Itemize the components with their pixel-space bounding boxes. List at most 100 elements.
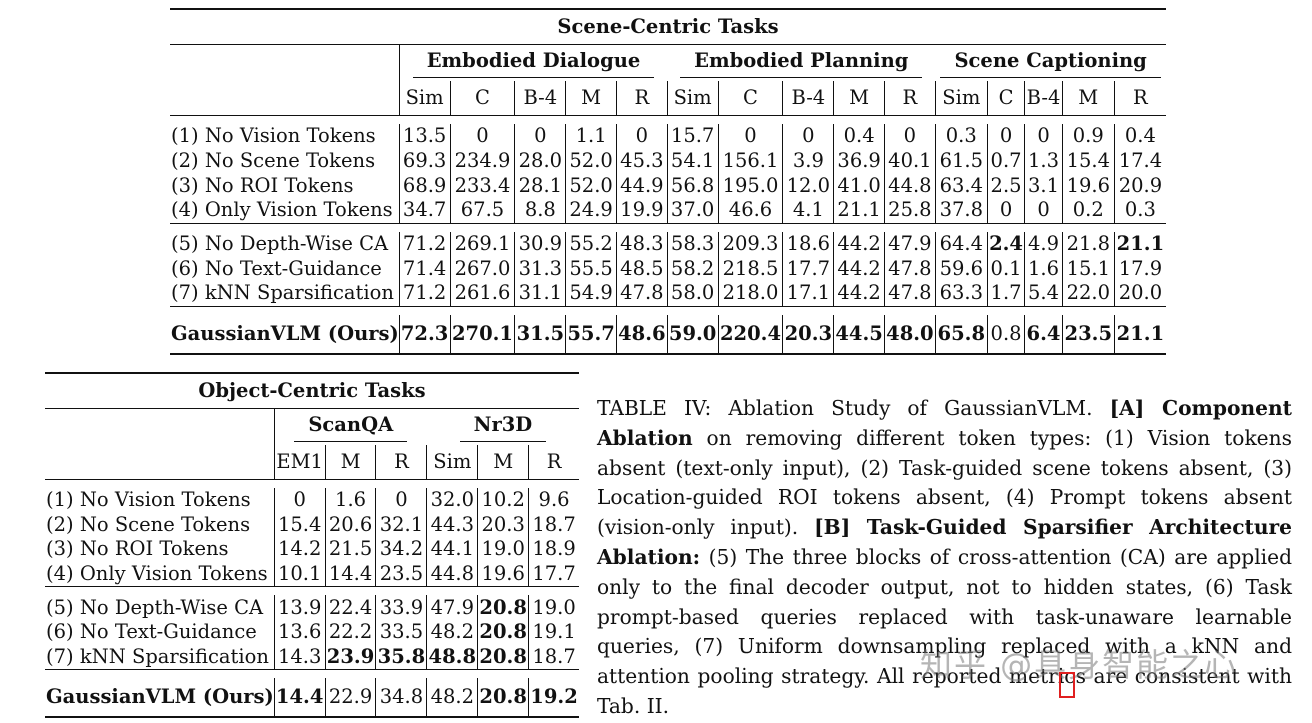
cell-value: 44.2 (833, 256, 885, 282)
row-label: (1) No Vision Tokens (46, 488, 251, 512)
cell-value: 48.8 (426, 644, 478, 670)
cell-value: 0 (375, 488, 427, 513)
cell-value: 59.6 (934, 256, 988, 282)
cell-value: 54.1 (666, 148, 719, 174)
cell-value: 44.1 (426, 537, 478, 562)
object-metric-header: EM1 M R Sim M R (45, 445, 579, 480)
row-label: GaussianVLM (Ours) (170, 314, 400, 355)
cell-value: 47.8 (884, 256, 936, 282)
cell-value: 0 (717, 124, 783, 149)
cell-value: 0 (273, 488, 326, 513)
group-nr3d: Nr3D (426, 408, 579, 445)
cell-value: 64.4 (934, 231, 988, 257)
cell-value: 31.3 (514, 256, 566, 282)
cell-value: 19.6 (1061, 173, 1115, 199)
cell-value: 71.2 (398, 231, 450, 257)
row-label: (2) No Scene Tokens (46, 512, 251, 536)
cell-value: 0.8 (986, 314, 1025, 355)
cell-value: 22.9 (324, 678, 376, 719)
cell-value: 61.5 (934, 148, 988, 174)
cell-value: 0 (1024, 124, 1063, 149)
object-table-row: (3) No ROI Tokens 14.2 21.5 34.2 44.1 19.0 18.… (45, 537, 579, 562)
cell-value: 40.1 (884, 148, 936, 174)
cell-value: 24.9 (565, 198, 617, 224)
cell-value: 35.8 (375, 644, 427, 670)
cell-value: 20.8 (477, 595, 529, 620)
cell-value: 21.1 (1113, 314, 1166, 355)
cell-value: 47.9 (884, 231, 936, 257)
scene-table-row: (2) No Scene Tokens 69.3 234.9 28.0 52.0 45.3… (170, 148, 1166, 174)
cell-value: 0.4 (833, 124, 885, 149)
row-label: (3) No ROI Tokens (46, 537, 229, 561)
cell-value: 18.9 (528, 537, 579, 562)
cell-value: 220.4 (717, 314, 783, 355)
cell-value: 48.2 (426, 619, 478, 645)
cell-value: 17.1 (782, 281, 834, 307)
cell-value: 261.6 (449, 281, 515, 307)
scene-table-row: (6) No Text-Guidance 71.4 267.0 31.3 55.5 48.… (170, 256, 1166, 282)
cell-value: 0 (986, 198, 1025, 224)
cell-value: 63.3 (934, 281, 988, 307)
cell-value: 17.7 (782, 256, 834, 282)
cell-value: 13.5 (398, 124, 450, 149)
cell-value: 58.0 (666, 281, 719, 307)
cell-value: 233.4 (449, 173, 515, 199)
cell-value: 0 (514, 124, 566, 149)
cell-value: 4.9 (1024, 231, 1063, 257)
cell-value: 14.2 (273, 537, 326, 562)
row-label: GaussianVLM (Ours) (45, 678, 275, 719)
cell-value: 22.0 (1061, 281, 1115, 307)
cell-value: 28.0 (514, 148, 566, 174)
cell-value: 17.4 (1113, 148, 1166, 174)
cell-value: 270.1 (449, 314, 515, 355)
cell-value: 48.6 (615, 314, 668, 355)
cell-value: 21.5 (324, 537, 376, 562)
cell-value: 269.1 (449, 231, 515, 257)
cell-value: 0 (449, 124, 515, 149)
cell-value: 20.6 (324, 512, 376, 538)
cell-value: 19.6 (477, 561, 529, 587)
cell-value: 33.9 (375, 595, 427, 620)
cell-value: 3.9 (782, 148, 834, 174)
cell-value: 71.2 (398, 281, 450, 307)
cell-value: 37.0 (666, 198, 719, 224)
cell-value: 34.8 (375, 678, 427, 719)
object-centric-table: Object-Centric Tasks ScanQA Nr3D EM1 M R… (45, 372, 579, 719)
scene-table-row: (1) No Vision Tokens 13.5 0 0 1.1 0 15.7 0 0 0.4 0… (170, 124, 1166, 149)
cell-value: 15.4 (273, 512, 326, 538)
cell-value: 267.0 (449, 256, 515, 282)
row-label: (2) No Scene Tokens (171, 149, 376, 173)
cell-value: 44.8 (426, 561, 478, 587)
object-table-row: (6) No Text-Guidance 13.6 22.2 33.5 48.2 20.8… (45, 619, 579, 645)
cell-value: 18.7 (528, 512, 579, 538)
cell-value: 0.3 (934, 124, 988, 149)
object-table-row: (7) kNN Sparsification 14.3 23.9 35.8 48.8 20… (45, 644, 579, 670)
cell-value: 6.4 (1024, 314, 1063, 355)
cell-value: 68.9 (398, 173, 450, 199)
cell-value: 28.1 (514, 173, 566, 199)
cell-value: 46.6 (717, 198, 783, 224)
cell-value: 34.7 (398, 198, 450, 224)
cell-value: 0.2 (1061, 198, 1115, 224)
cell-value: 56.8 (666, 173, 719, 199)
cell-value: 44.2 (833, 281, 885, 307)
cell-value: 25.8 (884, 198, 936, 224)
cell-value: 21.1 (833, 198, 885, 224)
cell-value: 20.8 (477, 619, 529, 645)
cell-value: 4.1 (782, 198, 834, 224)
row-label: (6) No Text-Guidance (46, 620, 257, 644)
cell-value: 41.0 (833, 173, 885, 199)
cell-value: 10.2 (477, 488, 529, 513)
cell-value: 0 (615, 124, 668, 149)
cell-value: 52.0 (565, 148, 617, 174)
cell-value: 58.2 (666, 256, 719, 282)
group-embodied-planning: Embodied Planning (667, 44, 936, 81)
cell-value: 33.5 (375, 619, 427, 645)
scene-table-row: (7) kNN Sparsification 71.2 261.6 31.1 54.9 4… (170, 281, 1166, 307)
cell-value: 58.3 (666, 231, 719, 257)
cell-value: 0 (782, 124, 834, 149)
cell-value: 19.1 (528, 619, 579, 645)
row-label: (6) No Text-Guidance (171, 256, 382, 280)
row-label: (4) Only Vision Tokens (46, 562, 268, 586)
cell-value: 44.5 (833, 314, 885, 355)
